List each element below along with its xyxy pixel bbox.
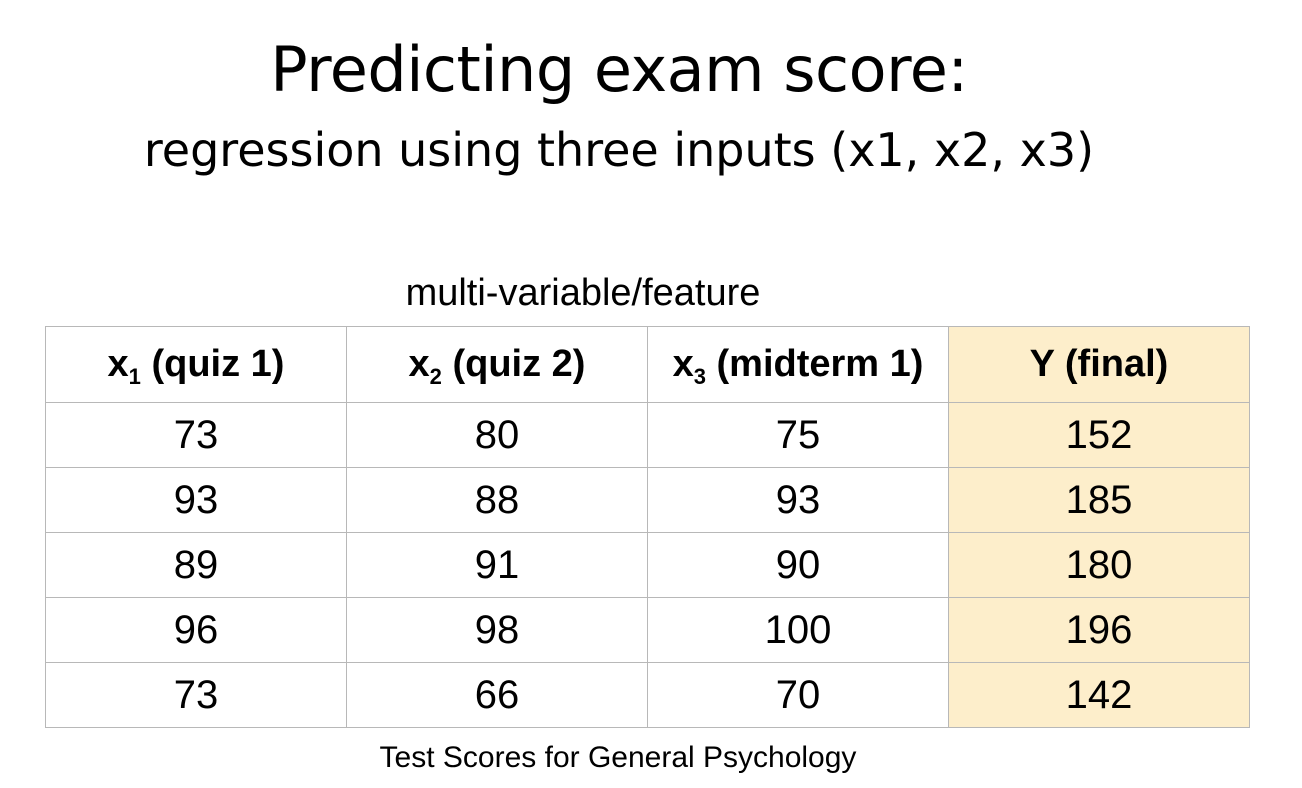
cell-final: 180 <box>948 532 1250 598</box>
header-final: Y (final) <box>948 326 1250 403</box>
cell-quiz-2: 80 <box>346 402 648 468</box>
cell-final: 142 <box>948 662 1250 728</box>
cell-midterm-1: 93 <box>647 467 949 533</box>
cell-quiz-1: 73 <box>45 662 347 728</box>
slide-title: Predicting exam score: <box>270 33 968 106</box>
footer-caption: Test Scores for General Psychology <box>379 741 857 774</box>
cell-quiz-1: 96 <box>45 597 347 663</box>
cell-midterm-1: 90 <box>647 532 949 598</box>
table-row: 89 91 90 180 <box>45 532 1250 598</box>
cell-final: 152 <box>948 402 1250 468</box>
cell-quiz-1: 93 <box>45 467 347 533</box>
header-midterm-1: x3 (midterm 1) <box>647 326 949 403</box>
cell-quiz-1: 89 <box>45 532 347 598</box>
cell-quiz-1: 73 <box>45 402 347 468</box>
cell-quiz-2: 91 <box>346 532 648 598</box>
table-row: 73 66 70 142 <box>45 662 1250 728</box>
table-header-row: x1 (quiz 1) x2 (quiz 2) x3 (midterm 1) Y… <box>45 326 1250 403</box>
header-quiz-1: x1 (quiz 1) <box>45 326 347 403</box>
cell-midterm-1: 75 <box>647 402 949 468</box>
scores-table: x1 (quiz 1) x2 (quiz 2) x3 (midterm 1) Y… <box>45 326 1250 728</box>
slide-subtitle: regression using three inputs (x1, x2, x… <box>143 123 1095 177</box>
table-row: 93 88 93 185 <box>45 467 1250 533</box>
cell-final: 196 <box>948 597 1250 663</box>
cell-midterm-1: 70 <box>647 662 949 728</box>
cell-quiz-2: 66 <box>346 662 648 728</box>
table-row: 96 98 100 196 <box>45 597 1250 663</box>
cell-midterm-1: 100 <box>647 597 949 663</box>
header-quiz-2: x2 (quiz 2) <box>346 326 648 403</box>
table-caption: multi-variable/feature <box>405 272 761 314</box>
cell-quiz-2: 98 <box>346 597 648 663</box>
cell-quiz-2: 88 <box>346 467 648 533</box>
table-row: 73 80 75 152 <box>45 402 1250 468</box>
cell-final: 185 <box>948 467 1250 533</box>
